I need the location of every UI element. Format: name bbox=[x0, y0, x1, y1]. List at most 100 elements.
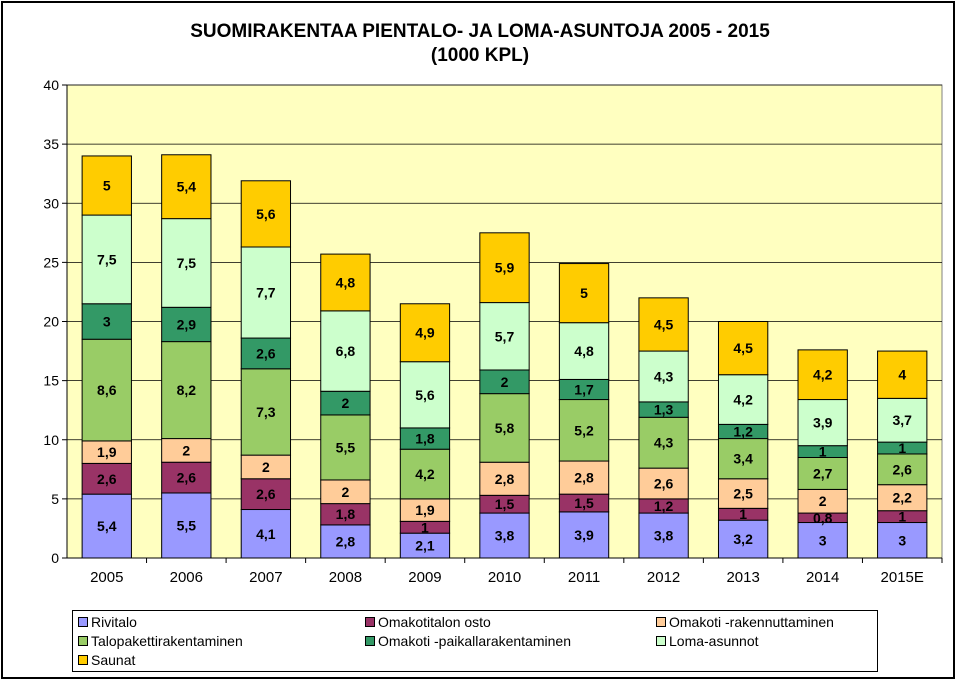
y-tick-label: 30 bbox=[43, 195, 59, 211]
bar-segment bbox=[717, 519, 769, 559]
bar-segment bbox=[717, 321, 769, 376]
bar-segment bbox=[479, 393, 530, 463]
legend-swatch bbox=[365, 636, 375, 647]
data-label: 2,8 bbox=[336, 533, 356, 549]
y-tick-label: 10 bbox=[43, 432, 59, 448]
data-label: 3 bbox=[819, 532, 827, 548]
x-tick-label: 2009 bbox=[408, 569, 441, 586]
legend-swatch bbox=[78, 655, 88, 666]
bar-segment bbox=[161, 306, 212, 343]
data-label: 2 bbox=[182, 442, 190, 458]
x-tick-label: 2014 bbox=[806, 569, 839, 586]
bar-segment bbox=[161, 218, 212, 308]
bar-segment bbox=[479, 461, 530, 496]
data-label: 4,5 bbox=[654, 316, 674, 332]
legend-swatch bbox=[78, 617, 88, 628]
y-tick-label: 35 bbox=[43, 136, 59, 152]
x-tick-label: 2012 bbox=[647, 569, 680, 586]
data-label: 4 bbox=[898, 367, 906, 383]
legend-item: Loma-asunnot bbox=[656, 633, 759, 649]
data-label: 4,3 bbox=[654, 435, 674, 451]
bar-segment bbox=[717, 438, 769, 480]
y-tick-label: 15 bbox=[43, 373, 59, 389]
legend-swatch bbox=[78, 636, 88, 647]
data-label: 1,8 bbox=[415, 431, 435, 447]
data-label: 3 bbox=[898, 532, 906, 548]
bar-segment bbox=[240, 180, 292, 248]
data-label: 7,7 bbox=[256, 285, 276, 301]
data-label: 1 bbox=[898, 509, 906, 525]
data-label: 4,8 bbox=[336, 274, 356, 290]
bar-segment bbox=[161, 492, 212, 559]
data-label: 5 bbox=[103, 178, 111, 194]
data-label: 5,6 bbox=[256, 206, 276, 222]
x-tick-label: 2011 bbox=[568, 569, 600, 586]
data-label: 5,9 bbox=[495, 260, 515, 276]
bar-segment bbox=[81, 155, 132, 216]
data-label: 1,5 bbox=[574, 495, 594, 511]
bar-segment bbox=[638, 297, 689, 352]
legend-label: Omakoti -rakennuttaminen bbox=[669, 614, 834, 630]
data-label: 2 bbox=[342, 484, 350, 500]
data-label: 7,5 bbox=[97, 251, 117, 267]
data-label: 0,8 bbox=[813, 510, 833, 526]
data-label: 3,7 bbox=[892, 412, 912, 428]
bar-segment bbox=[320, 253, 371, 312]
data-label: 1,7 bbox=[574, 381, 594, 397]
x-tick-label: 2013 bbox=[726, 569, 759, 586]
bar-segment bbox=[240, 509, 292, 559]
data-label: 1,3 bbox=[654, 402, 674, 418]
x-tick-label: 2006 bbox=[170, 569, 203, 586]
bar-segment bbox=[240, 368, 292, 456]
chart-legend: Rivitalo Omakotitalon osto Omakoti -rakenn… bbox=[72, 610, 878, 672]
legend-item: Omakotitalon osto bbox=[365, 614, 491, 630]
legend-swatch bbox=[656, 617, 666, 628]
legend-label: Omakoti -paikallarakentaminen bbox=[378, 633, 571, 649]
data-label: 1,2 bbox=[733, 423, 753, 439]
data-label: 7,3 bbox=[256, 404, 276, 420]
data-label: 2 bbox=[501, 374, 509, 390]
bar-segment bbox=[81, 338, 132, 442]
bar-segment bbox=[399, 361, 451, 429]
bar-segment bbox=[877, 350, 928, 399]
bar-segment bbox=[161, 154, 212, 220]
data-label: 8,6 bbox=[97, 382, 117, 398]
data-label: 2,7 bbox=[813, 465, 833, 481]
data-label: 1,5 bbox=[495, 496, 515, 512]
bar-segment bbox=[161, 341, 212, 440]
chart-title: SUOMIRAKENTAA PIENTALO- JA LOMA-ASUNTOJA… bbox=[0, 20, 960, 68]
data-label: 1,8 bbox=[336, 506, 356, 522]
data-label: 6,8 bbox=[336, 343, 356, 359]
bar-segment bbox=[240, 478, 292, 511]
legend-swatch bbox=[656, 636, 666, 647]
bar-segment bbox=[877, 397, 928, 443]
y-tick-label: 25 bbox=[43, 254, 59, 270]
bar-segment bbox=[399, 303, 451, 363]
bar-segment bbox=[479, 302, 530, 371]
data-label: 1 bbox=[421, 519, 429, 535]
chart-title-line1: SUOMIRAKENTAA PIENTALO- JA LOMA-ASUNTOJA… bbox=[190, 21, 770, 42]
data-label: 2 bbox=[342, 395, 350, 411]
data-label: 1,2 bbox=[654, 498, 674, 514]
data-label: 1 bbox=[739, 506, 747, 522]
bar-segment bbox=[638, 350, 689, 403]
bar-segment bbox=[797, 522, 848, 559]
data-label: 1 bbox=[898, 440, 906, 456]
bar-segment bbox=[717, 478, 769, 509]
legend-label: Talopakettirakentaminen bbox=[91, 633, 243, 649]
bar-segment bbox=[81, 303, 132, 340]
bar-segment bbox=[797, 399, 848, 447]
y-tick-label: 20 bbox=[43, 314, 59, 330]
x-tick-label: 2005 bbox=[90, 569, 123, 586]
data-label: 2,8 bbox=[495, 471, 515, 487]
bar-segment bbox=[797, 456, 848, 490]
y-tick-label: 0 bbox=[51, 550, 59, 566]
x-tick-label: 2007 bbox=[249, 569, 282, 586]
bar-segment bbox=[877, 484, 928, 512]
data-label: 5,4 bbox=[97, 518, 117, 534]
data-label: 2,6 bbox=[654, 476, 674, 492]
data-label: 2,5 bbox=[733, 486, 753, 502]
bar-segment bbox=[558, 511, 610, 559]
data-label: 2,6 bbox=[892, 461, 912, 477]
bar-segment bbox=[479, 512, 530, 559]
